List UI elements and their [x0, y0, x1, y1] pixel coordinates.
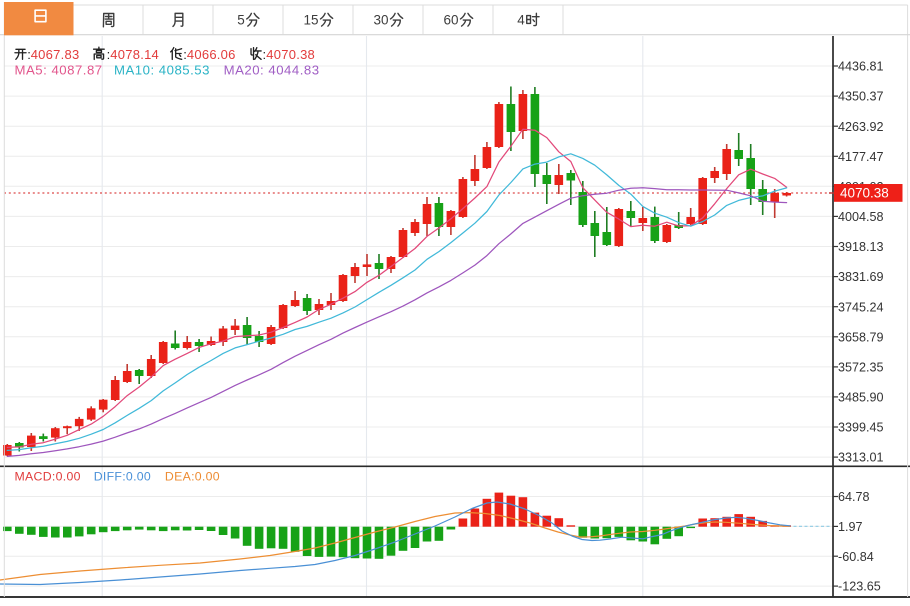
svg-text::: :	[183, 47, 187, 62]
svg-text:4263.92: 4263.92	[838, 120, 884, 134]
svg-text:4078.14: 4078.14	[110, 47, 159, 62]
svg-text:4070.38: 4070.38	[840, 186, 889, 201]
svg-text:MA20: 4044.83: MA20: 4044.83	[224, 62, 320, 77]
svg-text:3918.13: 3918.13	[838, 240, 884, 254]
svg-text:3658.79: 3658.79	[838, 330, 884, 344]
svg-text:MA5: 4087.87: MA5: 4087.87	[15, 62, 103, 77]
svg-text:4066.06: 4066.06	[187, 47, 236, 62]
svg-text:3572.35: 3572.35	[838, 361, 884, 375]
svg-text:-60.84: -60.84	[838, 550, 874, 564]
svg-text:4177.47: 4177.47	[838, 150, 884, 164]
svg-text:4070.38: 4070.38	[266, 47, 315, 62]
svg-text::: :	[107, 47, 111, 62]
svg-text:4436.81: 4436.81	[838, 60, 884, 74]
svg-text:3485.90: 3485.90	[838, 391, 884, 405]
svg-text:3831.69: 3831.69	[838, 270, 884, 284]
svg-text:30: 30	[374, 13, 389, 28]
svg-text:3745.24: 3745.24	[838, 300, 884, 314]
svg-text:-123.65: -123.65	[838, 580, 881, 594]
svg-text:3399.45: 3399.45	[838, 421, 884, 435]
svg-text::: :	[263, 47, 267, 62]
svg-text:MACD:0.00: MACD:0.00	[15, 470, 81, 484]
svg-text:4350.37: 4350.37	[838, 90, 884, 104]
svg-text:MA10: 4085.53: MA10: 4085.53	[114, 62, 210, 77]
svg-text:DIFF:0.00: DIFF:0.00	[94, 470, 151, 484]
svg-text:64.78: 64.78	[838, 490, 870, 504]
svg-text:4067.83: 4067.83	[31, 47, 80, 62]
svg-text:60: 60	[444, 13, 459, 28]
svg-text::: :	[27, 47, 31, 62]
svg-text:4004.58: 4004.58	[838, 210, 884, 224]
svg-text:3313.01: 3313.01	[838, 451, 884, 465]
svg-text:15: 15	[304, 13, 319, 28]
svg-text:4: 4	[517, 13, 525, 28]
svg-text:1.97: 1.97	[838, 520, 863, 534]
svg-text:5: 5	[237, 13, 245, 28]
svg-text:DEA:0.00: DEA:0.00	[165, 470, 220, 484]
